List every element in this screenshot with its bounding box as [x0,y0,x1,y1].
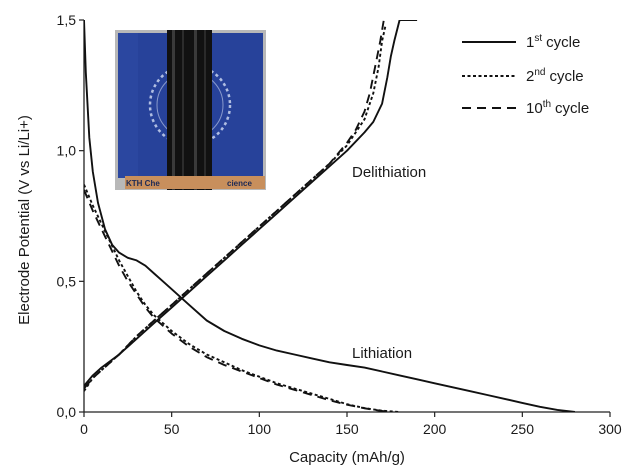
y-axis-title: Electrode Potential (V vs Li/Li+) [16,115,33,325]
series-2nd-cycle-lithiation [84,184,400,412]
legend-label-10th: 10th cycle [526,99,589,117]
legend-label-2nd: 2nd cycle [526,67,584,85]
x-tick-label: 300 [598,421,622,437]
legend-label-1st: 1st cycle [526,33,580,51]
x-tick-label: 250 [511,421,535,437]
inset-caption-left: KTH Che [126,179,160,188]
y-tick-label: 1,0 [57,143,77,159]
inset-photo: KTH Che cience [115,30,266,190]
inset-copper-strip [125,176,265,189]
y-tick-label: 0,5 [57,273,77,289]
series-10th-cycle-delithiation [84,20,385,390]
legend: 1st cycle 2nd cycle 10th cycle [462,33,589,117]
ticks: 0 50 100 150 200 250 300 0,0 0,5 1,0 1,5 [57,12,622,437]
x-tick-label: 200 [423,421,447,437]
series-10th-cycle-lithiation [84,189,391,412]
y-tick-label: 1,5 [57,12,77,28]
y-tick-label: 0,0 [57,404,77,420]
annotation-lithiation: Lithiation [352,345,412,362]
series-1st-cycle-delithiation [84,20,418,387]
x-tick-label: 150 [335,421,359,437]
annotation-delithiation: Delithiation [352,164,426,181]
x-tick-label: 50 [164,421,180,437]
series-layer [84,20,576,412]
x-tick-label: 0 [80,421,88,437]
inset-caption-right: cience [227,179,252,188]
x-axis-title: Capacity (mAh/g) [289,449,405,466]
x-tick-label: 100 [248,421,272,437]
